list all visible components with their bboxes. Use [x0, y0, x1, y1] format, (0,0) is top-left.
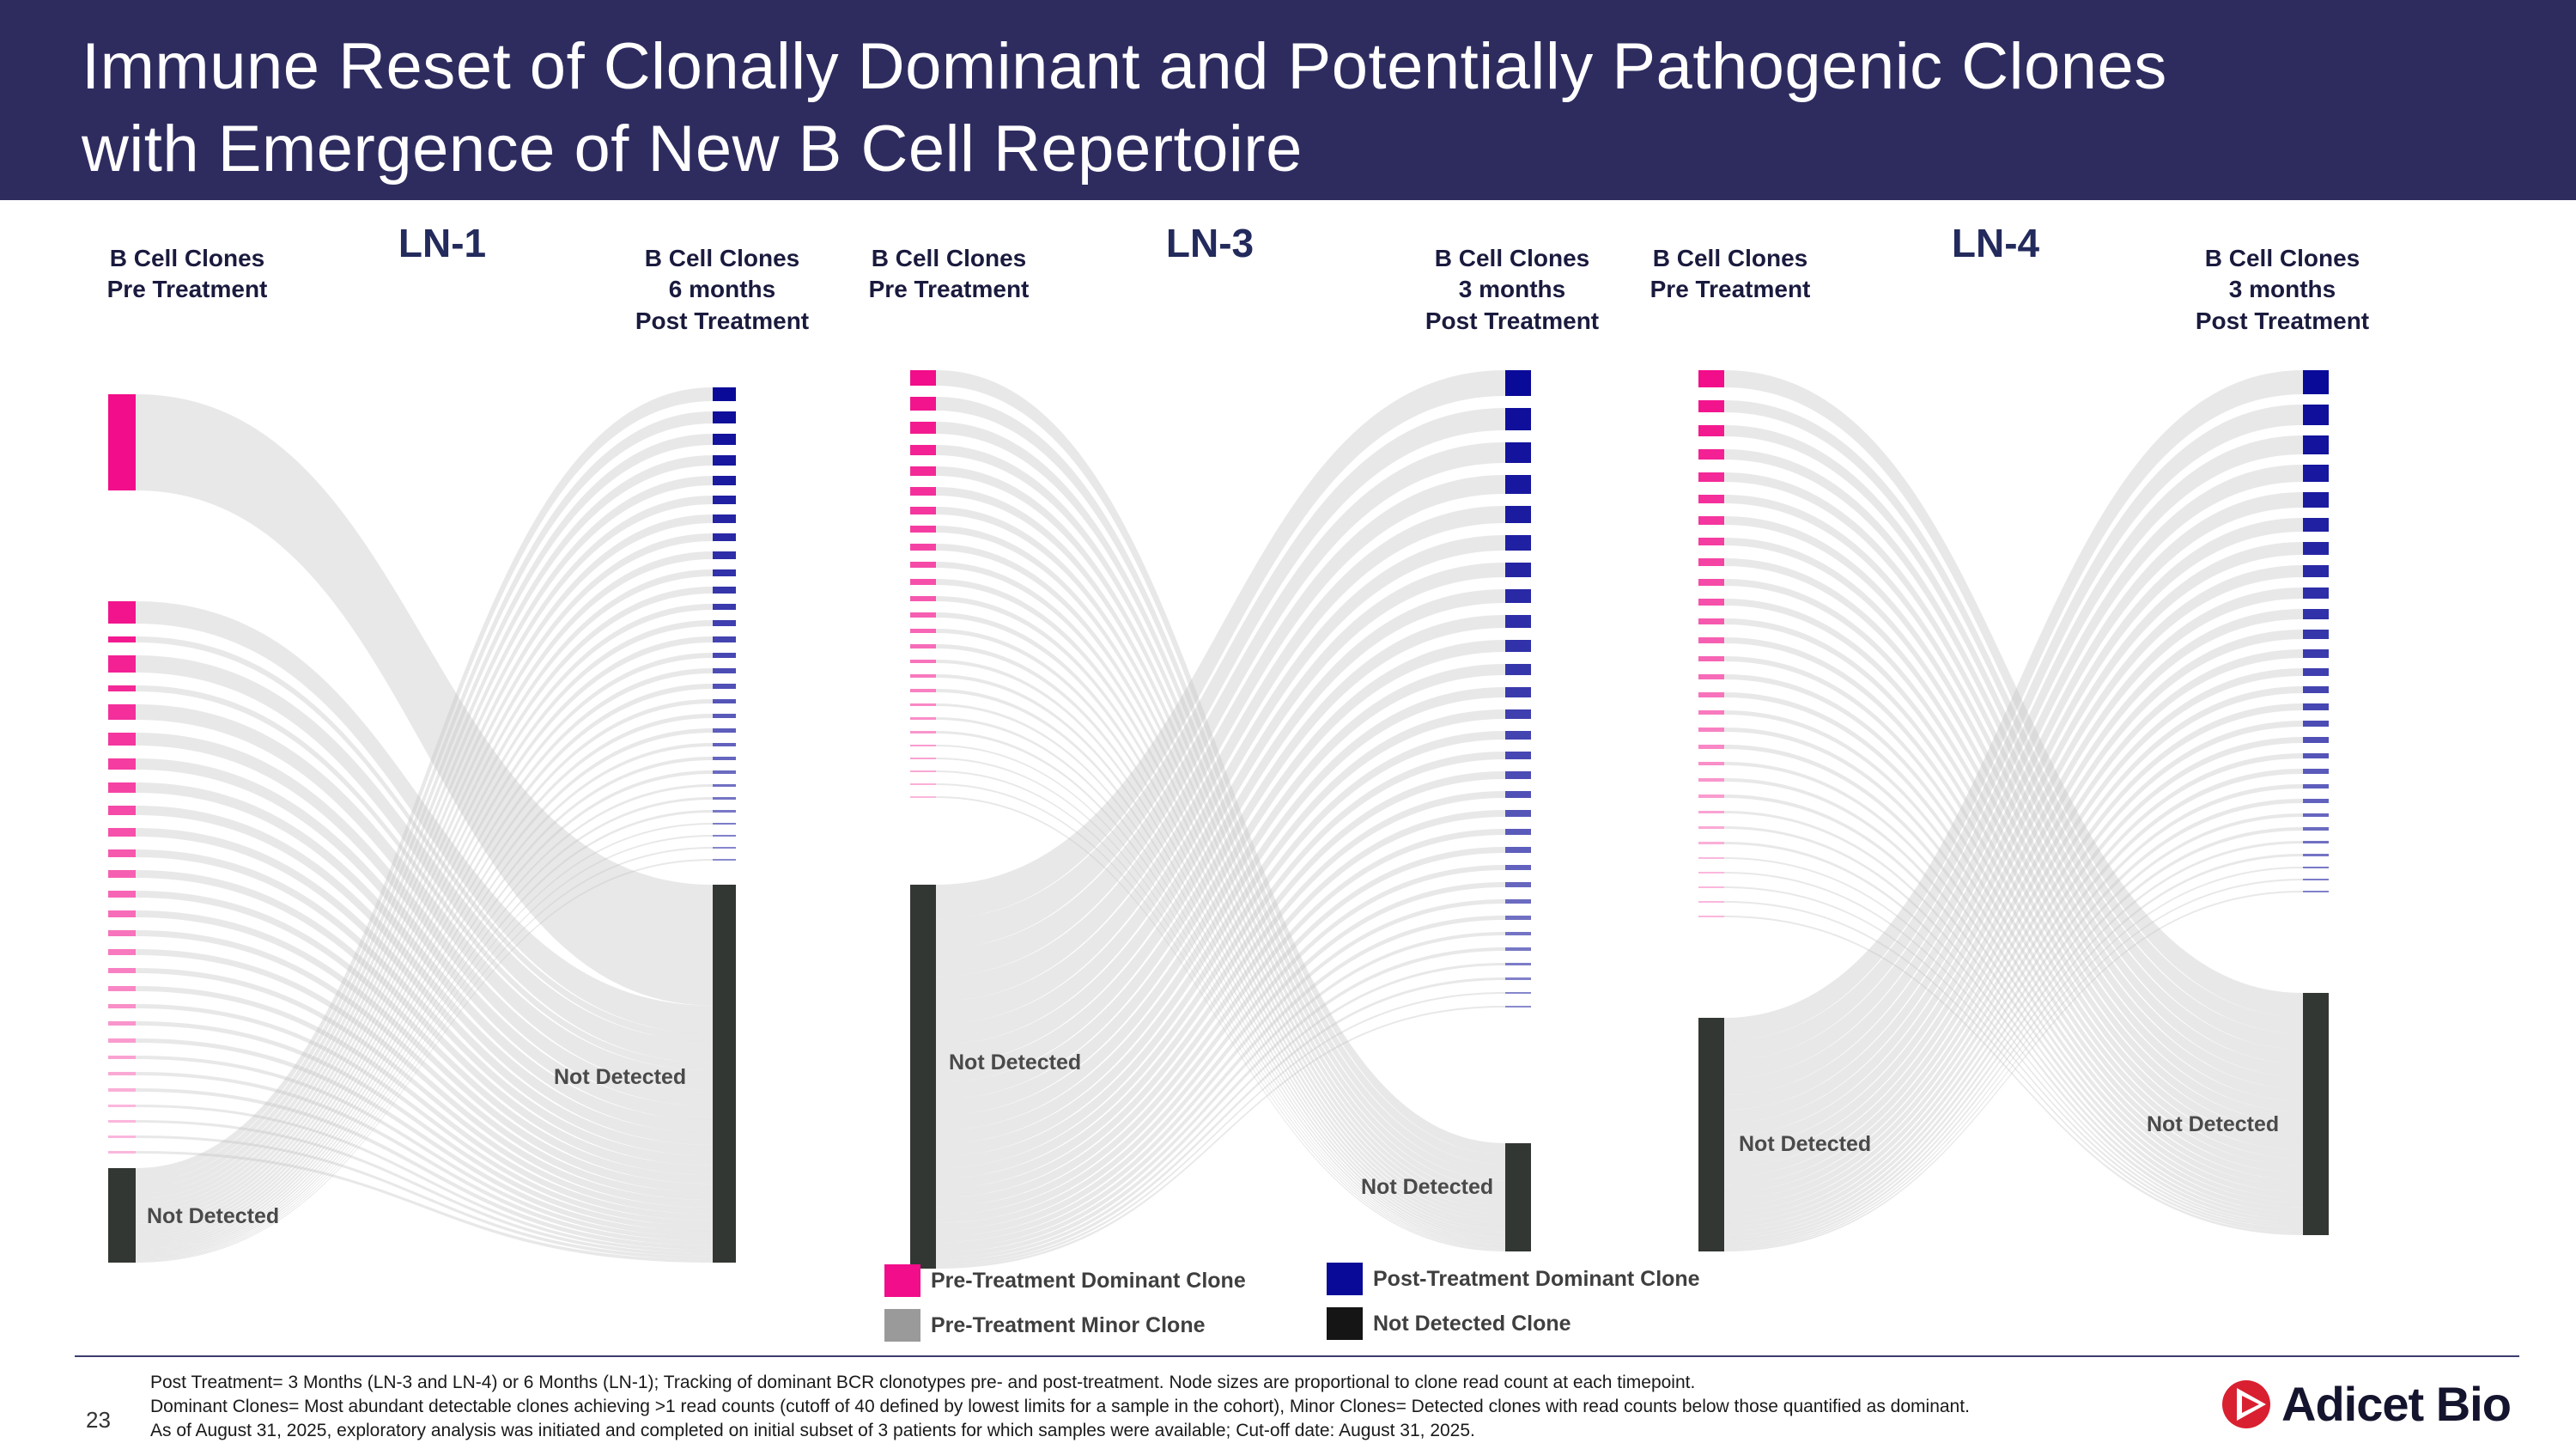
ln4-pre-axis-label: B Cell Clones Pre Treatment [1649, 245, 1811, 303]
ln1-post-axis-label: B Cell Clones 6 months Post Treatment [635, 245, 810, 334]
legend-item-pre-minor: Pre-Treatment Minor Clone [884, 1309, 1206, 1342]
legend-item-post-dominant: Post-Treatment Dominant Clone [1327, 1263, 1700, 1295]
ln4-post-not-detected-label: Not Detected [2147, 1112, 2280, 1136]
legend-swatch-not-detected [1327, 1307, 1363, 1340]
slide-title: Immune Reset of Clonally Dominant and Po… [82, 30, 2167, 186]
adicet-logo-text: Adicet Bio [2281, 1377, 2512, 1431]
footnote-line: Post Treatment= 3 Months (LN-3 and LN-4)… [150, 1373, 1696, 1392]
legend-swatch-pre-dominant [884, 1264, 920, 1297]
diagram-ln1-title: LN-1 [398, 221, 487, 265]
footnote-line: Dominant Clones= Most abundant detectabl… [150, 1396, 1970, 1416]
ln1-pre-not-detected-label: Not Detected [147, 1204, 280, 1228]
footnotes: Post Treatment= 3 Months (LN-3 and LN-4)… [150, 1371, 2151, 1443]
title-bar: Immune Reset of Clonally Dominant and Po… [0, 0, 2576, 200]
ln3-pre-axis-label: B Cell Clones Pre Treatment [868, 245, 1030, 303]
legend-label: Pre-Treatment Dominant Clone [931, 1268, 1246, 1293]
legend-swatch-pre-minor [884, 1309, 920, 1342]
adicet-bio-logo: Adicet Bio [2220, 1376, 2512, 1432]
adicet-logo-icon [2222, 1379, 2270, 1428]
footnote-line: As of August 31, 2025, exploratory analy… [150, 1420, 1475, 1440]
legend-item-not-detected: Not Detected Clone [1327, 1307, 1571, 1340]
legend-item-pre-dominant: Pre-Treatment Dominant Clone [884, 1264, 1246, 1297]
ln3-post-axis-label: B Cell Clones 3 months Post Treatment [1425, 245, 1600, 334]
ln1-pre-axis-label: B Cell Clones Pre Treatment [106, 245, 268, 303]
ln3-pre-not-detected-label: Not Detected [949, 1050, 1082, 1075]
diagram-ln3-title: LN-3 [1165, 221, 1255, 265]
page-number: 23 [86, 1407, 111, 1433]
legend-label: Not Detected Clone [1373, 1311, 1571, 1336]
legend-label: Pre-Treatment Minor Clone [931, 1312, 1206, 1337]
ln4-pre-not-detected-label: Not Detected [1739, 1132, 1872, 1156]
ln1-post-not-detected-label: Not Detected [554, 1065, 687, 1089]
legend-label: Post-Treatment Dominant Clone [1373, 1266, 1700, 1291]
legend-swatch-post-dominant [1327, 1263, 1363, 1295]
diagram-ln4-title: LN-4 [1951, 221, 2040, 265]
ln3-post-not-detected-label: Not Detected [1361, 1175, 1494, 1199]
footer-divider [75, 1355, 2519, 1357]
ln4-post-axis-label: B Cell Clones 3 months Post Treatment [2195, 245, 2370, 334]
